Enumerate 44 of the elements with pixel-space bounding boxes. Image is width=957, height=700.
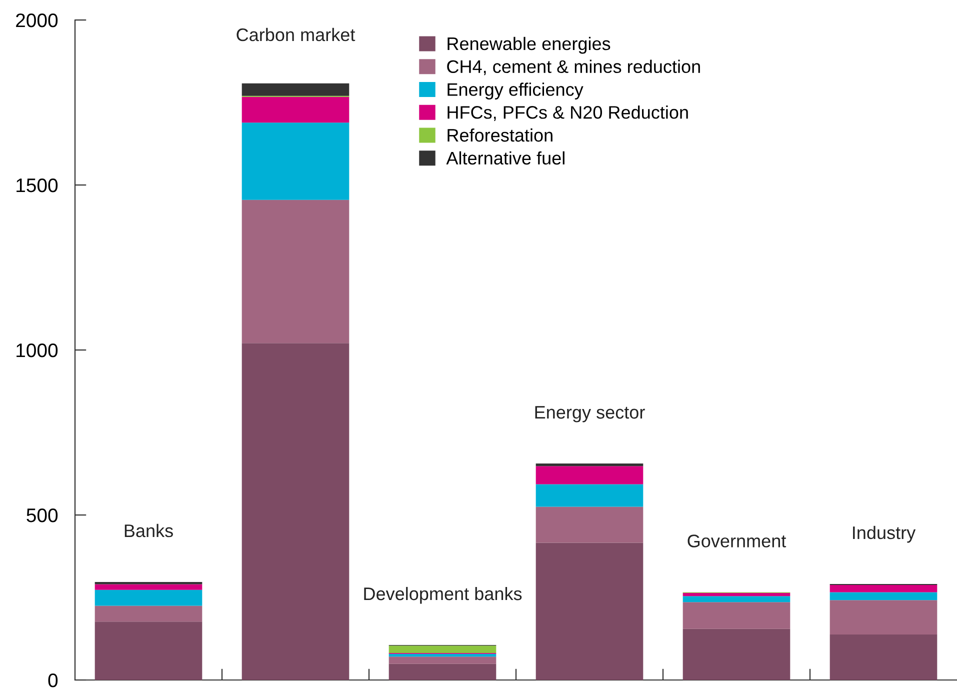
y-tick-label: 0	[48, 673, 58, 688]
bar	[830, 584, 938, 592]
bar	[682, 592, 790, 596]
x-tick-label: Development banks	[364, 586, 522, 604]
bar	[388, 656, 496, 664]
legend-label: Reforestation	[448, 128, 552, 142]
bar	[682, 596, 790, 602]
bar	[94, 582, 202, 584]
bar	[536, 466, 644, 484]
bar	[682, 628, 790, 680]
bar	[536, 464, 644, 466]
legend-label: Alternative fuel	[446, 151, 564, 165]
x-tick-label: Banks	[124, 524, 173, 538]
y-tick-label: 2000	[16, 13, 58, 28]
bar	[94, 590, 202, 606]
bar	[242, 200, 350, 344]
bar	[388, 654, 496, 657]
bar	[94, 584, 202, 590]
bar	[830, 592, 938, 600]
bar	[830, 634, 938, 680]
bar	[682, 602, 790, 629]
bar	[94, 606, 202, 622]
bar	[388, 646, 496, 653]
bar	[830, 600, 938, 634]
x-tick-label: Carbon market	[236, 28, 356, 42]
x-tick-label: Industry	[853, 526, 916, 543]
bar	[388, 664, 496, 680]
bar	[242, 96, 350, 123]
bar	[94, 622, 202, 680]
bar	[242, 83, 350, 96]
x-tick-label: Energy sector	[535, 406, 645, 422]
legend-label: Energy efficiency	[448, 82, 584, 100]
bar	[242, 343, 350, 680]
legend-label: Renewable energies	[448, 36, 610, 54]
bar	[536, 506, 644, 543]
legend-label: CH4, cement & mines reduction	[447, 60, 700, 76]
y-tick-label: 500	[26, 508, 58, 522]
x-tick-label: Government	[688, 534, 786, 548]
y-tick-label: 1500	[16, 178, 58, 192]
y-tick-label: 1000	[16, 343, 58, 358]
bar	[536, 484, 644, 507]
bar	[242, 122, 350, 200]
legend-label: HFCs, PFCs & N20 Reduction	[448, 106, 688, 121]
bar	[536, 542, 644, 680]
